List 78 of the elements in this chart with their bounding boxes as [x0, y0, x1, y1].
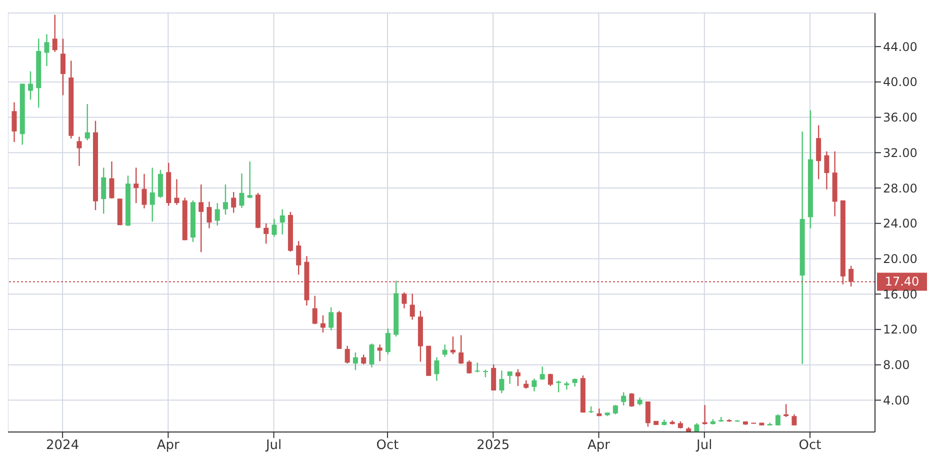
candlestick [629, 392, 634, 408]
candlestick [361, 354, 366, 365]
candlestick [344, 345, 350, 364]
candlestick [280, 208, 285, 236]
candlestick [239, 172, 244, 209]
candlestick [231, 191, 236, 214]
candlestick [824, 150, 830, 190]
candlestick [328, 306, 334, 331]
y-tick-label: 16.00 [883, 287, 918, 302]
candlestick [312, 295, 318, 325]
candlestick [458, 334, 464, 365]
candlestick [320, 314, 326, 334]
candlestick [109, 160, 114, 200]
y-tick-label: 20.00 [883, 252, 918, 266]
y-tick-label: 28.00 [883, 181, 918, 196]
y-tick-label: 36.00 [883, 110, 918, 125]
x-tick-label: Oct [376, 438, 399, 454]
candlestick [466, 360, 472, 374]
candlestick [775, 414, 780, 426]
candlestick [44, 34, 50, 67]
candlestick [206, 201, 212, 229]
candlestick [402, 292, 407, 309]
candlestick [174, 178, 180, 206]
candlestick [474, 362, 480, 373]
candlestick [214, 202, 220, 226]
x-tick-label: Apr [588, 438, 611, 454]
candlestick [12, 102, 17, 143]
candlestick [792, 414, 797, 426]
candlestick [158, 169, 163, 198]
candlestick [491, 364, 496, 392]
candlestick [52, 14, 58, 52]
y-tick-label: 4.00 [883, 393, 910, 408]
candlestick [515, 368, 520, 387]
candlestick [247, 160, 252, 199]
candlestick [450, 336, 456, 355]
x-tick-label: Jul [264, 438, 282, 454]
candlestick [532, 378, 537, 392]
candlestick [142, 173, 147, 209]
ref-line-label: 17.40 [884, 274, 920, 289]
candlestick [556, 380, 562, 393]
candlestick [76, 136, 82, 167]
candlestick [507, 370, 512, 384]
candlestick [101, 167, 106, 214]
x-tick-label: 2024 [46, 438, 80, 454]
x-tick-label: Apr [156, 438, 180, 454]
candlestick [621, 392, 626, 406]
y-tick-label: 24.00 [883, 216, 918, 231]
candlestick [499, 370, 504, 394]
candlestick [134, 167, 139, 204]
x-tick-label: Jul [696, 438, 712, 454]
candlestick [385, 328, 390, 355]
candlestick [369, 343, 374, 368]
candlestick [410, 293, 415, 320]
x-tick-label: 2025 [476, 438, 510, 454]
candlestick [434, 356, 440, 382]
candlestick [264, 222, 269, 244]
candlestick [272, 218, 277, 238]
candlestick [352, 352, 358, 371]
candlestick [442, 344, 448, 358]
candlestick [540, 366, 545, 380]
candlestick [84, 103, 90, 141]
candlestick [296, 240, 302, 276]
candlestick [198, 184, 204, 253]
candlestick [645, 400, 650, 428]
y-tick-label: 8.00 [883, 358, 910, 372]
y-tick-label: 40.00 [883, 75, 918, 90]
y-tick-label: 44.00 [883, 40, 918, 54]
y-tick-label: 12.00 [883, 322, 918, 337]
candlestick [150, 167, 155, 222]
candlestick [612, 404, 618, 415]
candlestick [816, 124, 822, 180]
candlestick [377, 344, 382, 362]
y-tick-label: 32.00 [883, 146, 918, 160]
candlestick [28, 70, 33, 100]
candlestick [548, 373, 553, 387]
candlestick [222, 184, 228, 216]
candlestick [60, 38, 66, 96]
x-tick-label: Oct [798, 438, 822, 454]
